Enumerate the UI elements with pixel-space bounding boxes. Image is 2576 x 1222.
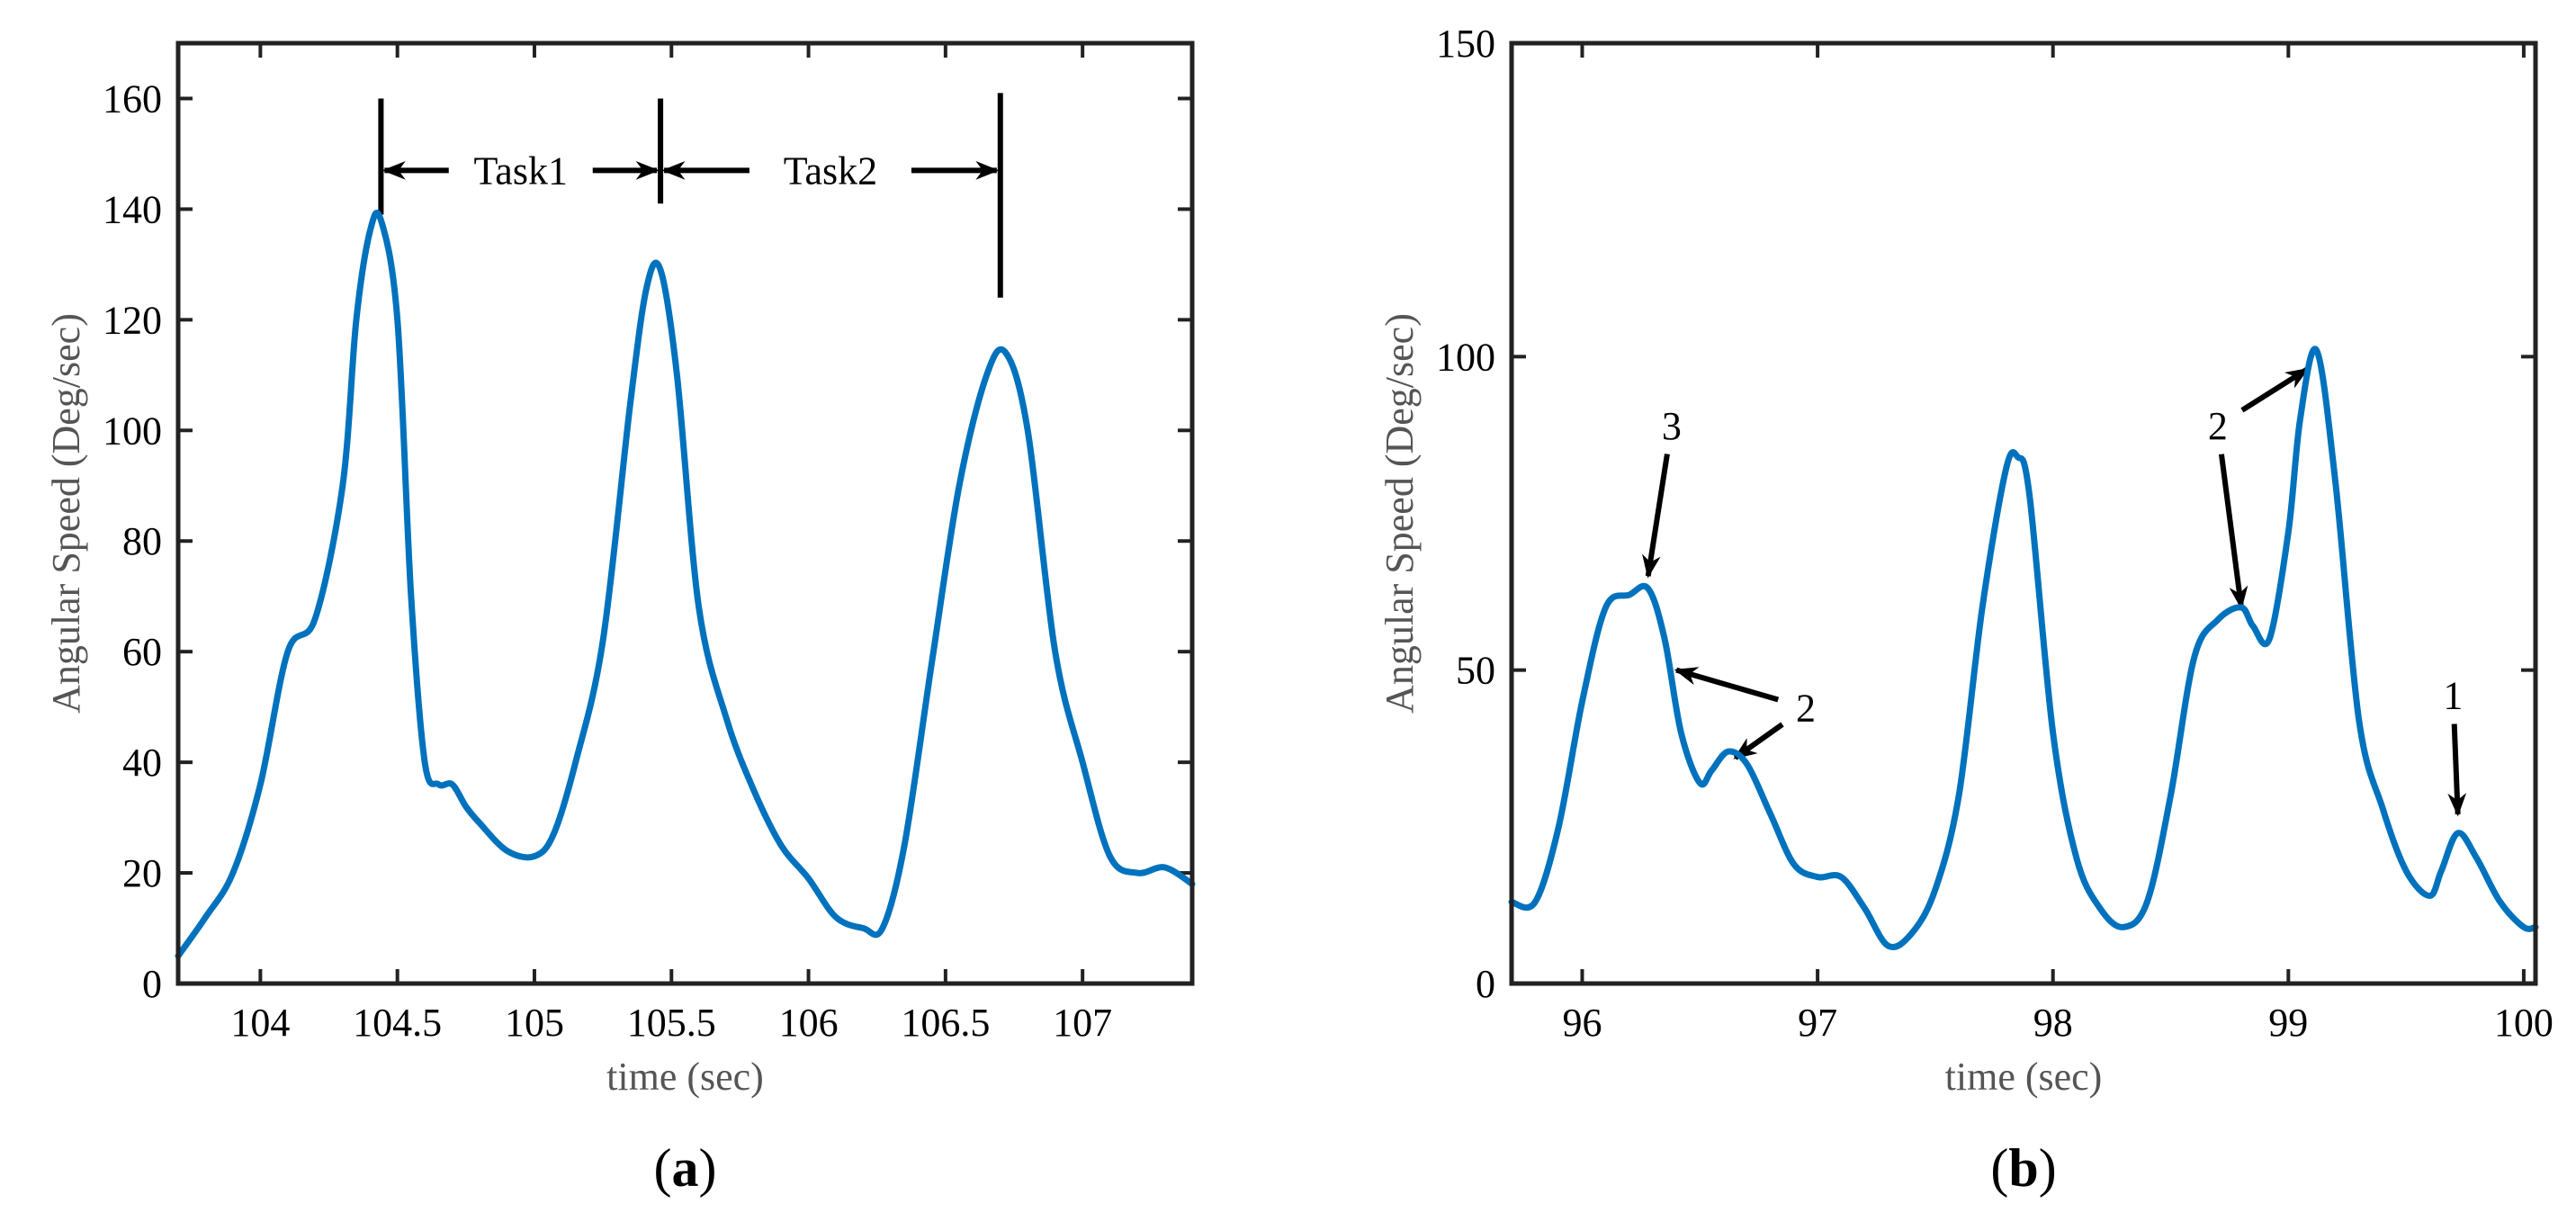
annotation-label: 1: [2443, 674, 2463, 718]
axes-frame-a: [175, 40, 1195, 986]
data-line-b: [1508, 346, 2539, 950]
panel-label-a: (a): [654, 1138, 717, 1198]
x-tick-label: 105.5: [627, 1001, 716, 1045]
chart-panel-a: 104 104.5 105 105.5 106 106.5 107 0 20 40 60 80 100 1…: [44, 40, 1196, 1198]
x-tick-label: 105: [505, 1001, 564, 1045]
annotation-arrow: [2218, 454, 2248, 610]
x-tick-label: 106.5: [901, 1001, 990, 1045]
plot-area-b: [1512, 43, 2536, 984]
panel-label-b: (b): [1990, 1138, 2056, 1198]
y-tick-label: 100: [1436, 335, 1495, 379]
x-tick-label: 106: [779, 1001, 839, 1045]
x-tick-label: 99: [2268, 1001, 2308, 1045]
y-tick-label: 20: [122, 851, 162, 895]
y-tick-label: 40: [122, 741, 162, 785]
task1-label: Task1: [474, 148, 568, 193]
x-tick-label: 100: [2494, 1001, 2554, 1045]
x-tick-label: 107: [1053, 1001, 1112, 1045]
annotation-arrow: [1733, 722, 1784, 760]
plot-area-a: [178, 43, 1192, 984]
x-tick-label: 104.5: [353, 1001, 442, 1045]
annotation-label: 3: [1662, 404, 1682, 448]
ticks-a: 104 104.5 105 105.5 106 106.5 107 0 20 40 60 80 100 1…: [103, 43, 1192, 1045]
data-line-a: [175, 210, 1196, 959]
x-tick-label: 97: [1798, 1001, 1837, 1045]
y-axis-label-b: Angular Speed (Deg/sec): [1378, 313, 1422, 714]
y-tick-label: 60: [122, 630, 162, 674]
y-axis-label-a: Angular Speed (Deg/sec): [44, 313, 88, 714]
annotation-label: 2: [2208, 404, 2228, 448]
y-tick-label: 100: [103, 409, 162, 453]
annotation-arrow: [2447, 723, 2467, 817]
annotations-a: Task1 Task2: [378, 93, 1003, 298]
y-tick-label: 120: [103, 298, 162, 342]
panel-letter-a: a: [672, 1138, 699, 1198]
x-tick-label: 98: [2033, 1001, 2073, 1045]
annotations-b: 3 2 2 1: [1642, 366, 2467, 817]
y-tick-label: 80: [122, 519, 162, 563]
y-tick-label: 0: [1476, 962, 1495, 1006]
x-tick-label: 96: [1562, 1001, 1602, 1045]
x-axis-label-b: time (sec): [1945, 1055, 2103, 1099]
annotation-arrow: [1674, 667, 1780, 703]
axes-frame-b: [1509, 40, 2538, 986]
chart-panel-b: 96 97 98 99 100 0 50 100 150 3 2 2 1 time (sec) Ang…: [1378, 22, 2554, 1198]
y-tick-label: 140: [103, 187, 162, 231]
task2-label: Task2: [784, 148, 877, 193]
x-tick-label: 104: [230, 1001, 290, 1045]
y-tick-label: 0: [142, 962, 162, 1006]
y-tick-label: 150: [1436, 22, 1495, 66]
panel-letter-b: b: [2008, 1138, 2038, 1198]
annotation-label: 2: [1796, 686, 1816, 730]
x-axis-label-a: time (sec): [606, 1055, 764, 1099]
y-tick-label: 160: [103, 76, 162, 121]
annotation-arrow: [1642, 454, 1670, 579]
y-tick-label: 50: [1456, 649, 1495, 693]
annotation-arrow: [2240, 366, 2310, 413]
